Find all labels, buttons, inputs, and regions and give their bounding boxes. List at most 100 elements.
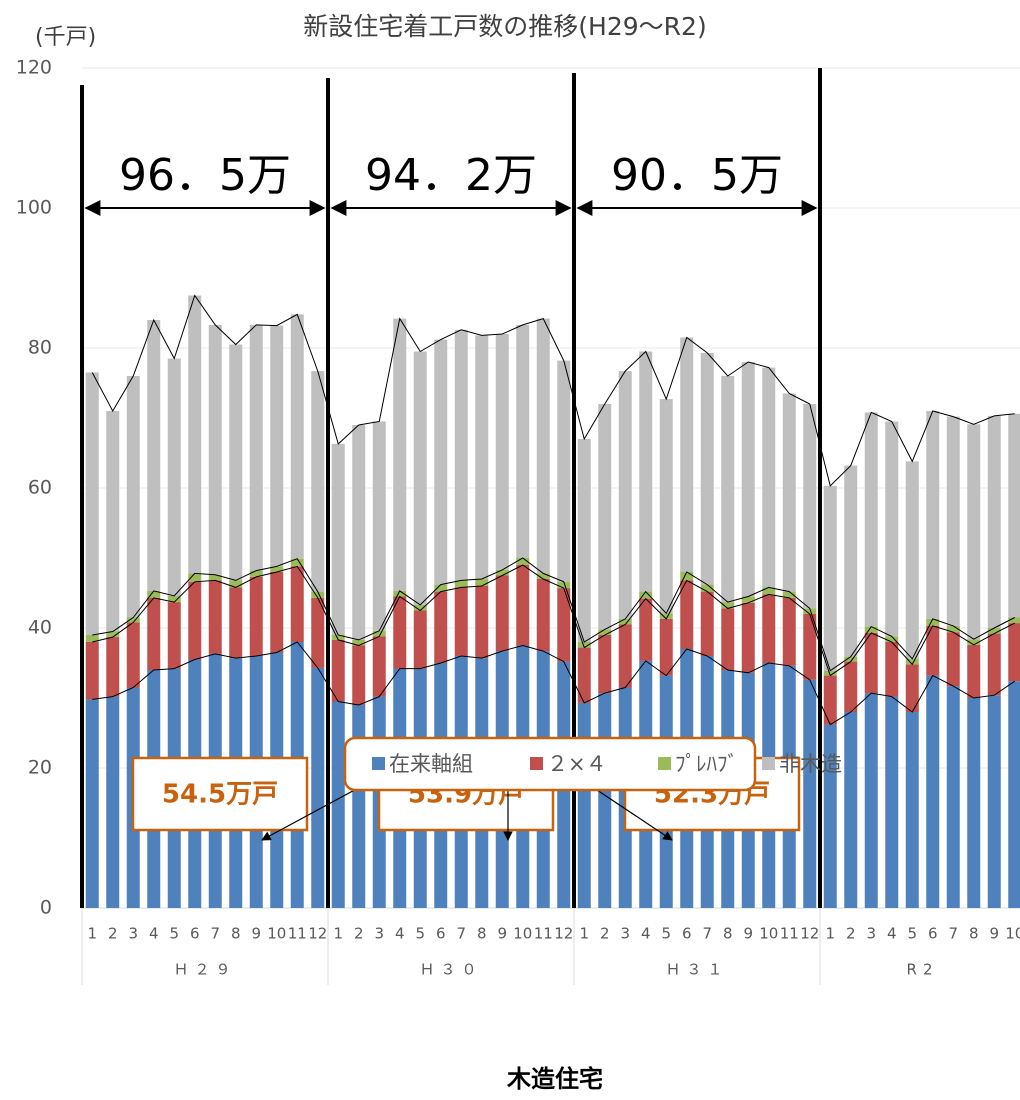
bar-segment [393, 318, 407, 591]
bar-segment [290, 314, 304, 559]
bar-segment [864, 632, 878, 694]
bar-segment [741, 596, 755, 603]
stack-line [92, 557, 1015, 672]
bar-segment [557, 588, 571, 662]
stack-line [92, 641, 1016, 726]
bar-segment [967, 698, 981, 908]
bar-segment [721, 376, 735, 603]
bar-segment [1008, 623, 1020, 682]
bar-segment [106, 637, 120, 697]
legend-label: ２×４ [547, 752, 607, 776]
x-tick-label: 11 [288, 925, 307, 943]
bar-segment [885, 696, 899, 908]
bar-segment [85, 642, 99, 700]
bar-segment [188, 295, 202, 574]
bar-segment [167, 595, 181, 603]
bar-segment [331, 635, 345, 640]
x-tick-label: 8 [969, 925, 979, 943]
x-tick-label: 9 [989, 925, 999, 943]
bar-segment [803, 679, 817, 908]
bar-segment [700, 584, 714, 592]
bar-segment [885, 642, 899, 697]
bar-segment [680, 580, 694, 649]
bar-segment [167, 602, 181, 669]
bar-segment [106, 631, 120, 638]
bar-segment [926, 618, 940, 626]
x-tick-label: 7 [948, 925, 958, 943]
x-tick-label: 3 [374, 925, 384, 943]
x-tick-label: 5 [415, 925, 425, 943]
bar-segment [372, 636, 386, 697]
bar-segment [946, 625, 960, 633]
bar-segment [208, 580, 222, 654]
bar-segment [106, 696, 120, 908]
bar-segment [516, 324, 530, 558]
legend-swatch [530, 757, 543, 770]
bar-segment [905, 658, 919, 665]
bar-segment [372, 630, 386, 637]
period-total: 96．5万 [119, 150, 291, 201]
bar-segment [721, 608, 735, 670]
x-tick-label: 1 [825, 925, 835, 943]
y-tick-label: 60 [28, 477, 52, 499]
group-label: Ｈ３１ [665, 961, 728, 979]
bar-segment [352, 705, 366, 908]
bar-segment [311, 667, 325, 908]
group-label: R2 [907, 961, 939, 979]
y-tick-label: 0 [40, 897, 52, 919]
bar-segment [967, 644, 981, 698]
bar-segment [618, 624, 632, 688]
bar-segment [782, 591, 796, 598]
bar-segment [270, 566, 284, 572]
period-total: 94．2万 [365, 150, 537, 201]
x-tick-label: 11 [780, 925, 799, 943]
bar-segment [803, 404, 817, 609]
bar-segment [844, 712, 858, 908]
x-tick-label: 5 [661, 925, 671, 943]
group-label: Ｈ３０ [419, 961, 482, 979]
bar-segment [946, 686, 960, 908]
bar-segment [1008, 681, 1020, 908]
bar-segment [434, 584, 448, 592]
bar-segment [249, 576, 263, 656]
bar-segment [659, 618, 673, 676]
bar-segment [126, 376, 140, 618]
bar-segment [598, 635, 612, 694]
x-tick-label: 12 [308, 925, 327, 943]
bar-segment [823, 670, 837, 676]
bar-segment [167, 358, 181, 596]
x-tick-label: 10 [513, 925, 532, 943]
bar-segment [311, 597, 325, 668]
bar-segment [864, 412, 878, 627]
bar-segment [680, 337, 694, 572]
chart-title: 新設住宅着工戸数の推移(H29〜R2) [303, 12, 706, 41]
bar-segment [393, 596, 407, 669]
bar-segment [188, 573, 202, 582]
bar-segment [905, 461, 919, 659]
bar-segment [680, 572, 694, 581]
bar-segment [946, 416, 960, 626]
y-unit: (千戸) [35, 25, 96, 50]
bar-segment [803, 614, 817, 680]
period-total: 90．5万 [611, 150, 783, 201]
bar-segment [762, 587, 776, 595]
bar-segment [126, 617, 140, 623]
bar-segment [229, 580, 243, 588]
bar-segment [516, 565, 530, 646]
y-tick-label: 100 [16, 197, 52, 219]
x-tick-label: 6 [682, 925, 692, 943]
bar-segment [926, 675, 940, 908]
bar-segment [782, 597, 796, 666]
bar-segment [495, 569, 509, 576]
bar-segment [1008, 413, 1020, 618]
x-tick-label: 1 [579, 925, 589, 943]
bar-segment [352, 425, 366, 640]
bar-segment [864, 693, 878, 908]
bar-segment [413, 610, 427, 669]
bar-segment [659, 613, 673, 619]
bar-segment [475, 335, 489, 579]
bar-segment [987, 415, 1001, 628]
bar-segment [618, 371, 632, 619]
x-tick-label: 4 [887, 925, 897, 943]
